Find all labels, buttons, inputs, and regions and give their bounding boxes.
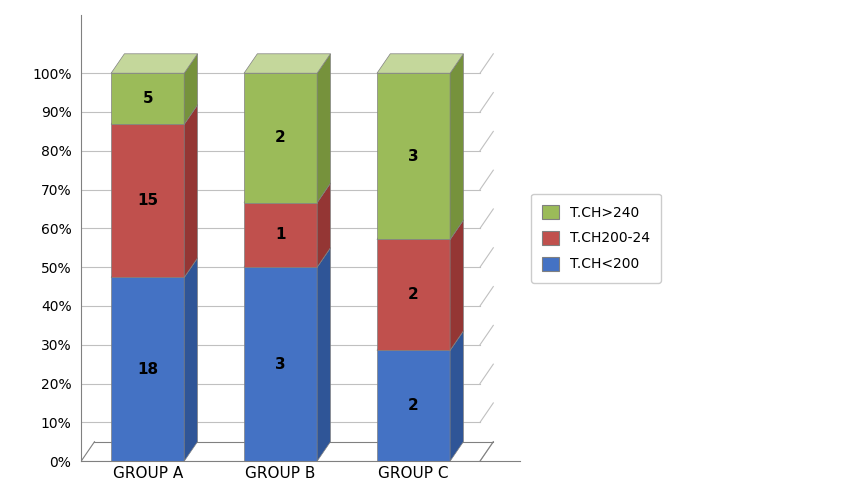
FancyBboxPatch shape xyxy=(377,350,450,461)
Polygon shape xyxy=(450,54,463,240)
Polygon shape xyxy=(377,54,463,73)
Text: 5: 5 xyxy=(142,91,153,106)
Polygon shape xyxy=(184,258,198,461)
Text: 2: 2 xyxy=(408,287,419,303)
FancyBboxPatch shape xyxy=(244,73,317,202)
Polygon shape xyxy=(111,105,198,124)
Text: 15: 15 xyxy=(137,193,159,208)
Polygon shape xyxy=(244,248,331,267)
Polygon shape xyxy=(111,54,198,73)
Polygon shape xyxy=(244,183,331,202)
Text: 2: 2 xyxy=(408,398,419,413)
Text: 3: 3 xyxy=(408,149,419,164)
Text: 2: 2 xyxy=(276,130,286,145)
FancyBboxPatch shape xyxy=(111,124,184,277)
Text: 1: 1 xyxy=(276,227,286,243)
Polygon shape xyxy=(184,105,198,277)
Polygon shape xyxy=(317,54,331,202)
Text: 3: 3 xyxy=(276,357,286,372)
FancyBboxPatch shape xyxy=(377,240,450,350)
Polygon shape xyxy=(377,331,463,350)
Legend: T.CH>240, T.CH200-24, T.CH<200: T.CH>240, T.CH200-24, T.CH<200 xyxy=(531,193,661,283)
FancyBboxPatch shape xyxy=(111,73,184,124)
Polygon shape xyxy=(111,258,198,277)
FancyBboxPatch shape xyxy=(244,267,317,461)
Polygon shape xyxy=(244,54,331,73)
FancyBboxPatch shape xyxy=(377,73,450,240)
Polygon shape xyxy=(317,183,331,267)
Polygon shape xyxy=(317,248,331,461)
FancyBboxPatch shape xyxy=(111,277,184,461)
Polygon shape xyxy=(450,220,463,350)
Text: 18: 18 xyxy=(137,362,159,377)
FancyBboxPatch shape xyxy=(244,202,317,267)
Polygon shape xyxy=(377,220,463,240)
Polygon shape xyxy=(450,331,463,461)
Polygon shape xyxy=(184,54,198,124)
